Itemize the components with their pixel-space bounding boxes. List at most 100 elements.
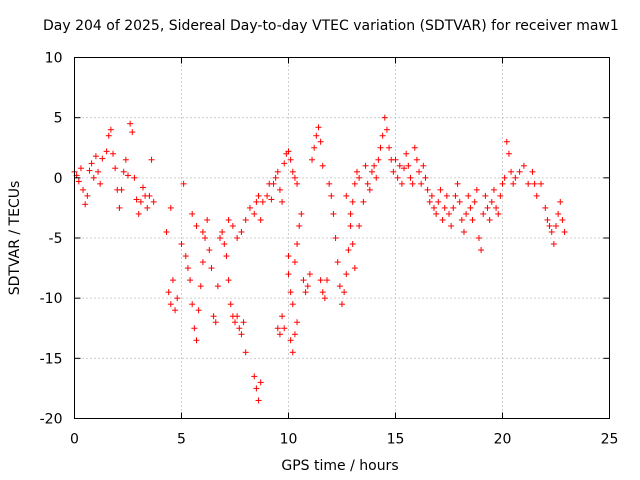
data-point	[525, 180, 532, 187]
data-points	[71, 114, 568, 404]
data-point	[319, 162, 326, 169]
data-point	[428, 192, 435, 199]
data-point	[324, 277, 331, 284]
data-point	[416, 168, 423, 175]
data-point	[490, 186, 497, 193]
data-point	[360, 198, 367, 205]
data-point	[242, 349, 249, 356]
data-point	[107, 126, 114, 133]
data-point	[328, 192, 335, 199]
y-axis-label: SDTVAR / TECUs	[7, 181, 23, 296]
data-point	[217, 235, 224, 241]
data-point	[394, 174, 401, 181]
data-point	[349, 198, 356, 205]
data-point	[366, 186, 373, 193]
data-point	[339, 301, 345, 308]
data-point	[135, 210, 142, 217]
data-point	[411, 144, 418, 151]
data-point	[251, 210, 258, 217]
data-point	[439, 216, 446, 223]
data-point	[443, 192, 450, 199]
data-point	[289, 168, 296, 175]
data-point	[174, 295, 181, 302]
data-point	[234, 235, 241, 241]
data-point	[345, 247, 352, 254]
data-point	[281, 160, 288, 167]
data-point	[538, 180, 545, 187]
data-point	[450, 204, 457, 211]
data-point	[281, 325, 288, 332]
data-point	[480, 210, 487, 217]
data-point	[456, 198, 463, 205]
data-point	[86, 167, 93, 174]
data-point	[255, 192, 262, 199]
data-point	[501, 174, 508, 181]
data-point	[240, 319, 247, 326]
data-point	[208, 265, 215, 272]
data-point	[178, 241, 185, 248]
data-point	[471, 198, 478, 205]
data-point	[379, 132, 386, 139]
data-point	[116, 204, 123, 211]
data-point	[460, 228, 467, 235]
data-point	[189, 301, 196, 308]
data-point	[381, 114, 388, 121]
data-point	[289, 349, 296, 356]
data-point	[351, 180, 358, 187]
data-point	[446, 210, 452, 217]
data-point	[330, 210, 337, 217]
data-point	[287, 156, 294, 163]
data-point	[84, 192, 91, 199]
data-point	[486, 216, 493, 223]
data-point	[225, 277, 232, 284]
data-point	[287, 289, 294, 296]
data-point	[225, 216, 232, 223]
data-point	[409, 180, 416, 187]
data-point	[150, 198, 157, 205]
data-point	[257, 379, 264, 386]
data-point	[510, 180, 517, 187]
data-point	[172, 307, 179, 314]
y-tick-label: -5	[49, 231, 63, 247]
data-point	[193, 222, 200, 229]
data-point	[99, 155, 106, 162]
data-point	[516, 168, 523, 175]
data-point	[129, 129, 136, 136]
y-tick-label: -20	[40, 412, 63, 428]
data-point	[497, 192, 504, 199]
x-tick-label: 10	[280, 432, 298, 448]
data-point	[304, 283, 311, 290]
data-point	[246, 204, 253, 211]
data-point	[392, 156, 399, 163]
data-point	[319, 289, 326, 296]
data-point	[452, 192, 459, 199]
data-point	[187, 277, 194, 284]
data-point	[193, 337, 200, 344]
data-point	[103, 148, 110, 155]
data-point	[418, 180, 425, 187]
data-point	[326, 180, 333, 187]
y-tick-label: 0	[54, 171, 63, 187]
data-point	[544, 216, 551, 223]
data-point	[403, 150, 410, 157]
data-point	[495, 210, 502, 217]
data-point	[257, 216, 264, 223]
data-point	[92, 153, 99, 160]
data-point	[268, 196, 275, 203]
data-point	[189, 210, 196, 217]
data-point	[531, 180, 538, 187]
data-point	[422, 174, 429, 181]
y-tick-label: 10	[45, 51, 63, 67]
data-point	[120, 168, 127, 175]
data-point	[368, 168, 375, 175]
data-point	[285, 148, 292, 155]
data-point	[349, 241, 356, 248]
data-point	[232, 319, 238, 326]
data-point	[469, 216, 476, 223]
data-point	[219, 228, 226, 235]
data-point	[294, 180, 301, 187]
data-point	[163, 228, 170, 235]
data-point	[144, 204, 151, 211]
data-point	[285, 253, 292, 260]
data-point	[555, 210, 562, 217]
